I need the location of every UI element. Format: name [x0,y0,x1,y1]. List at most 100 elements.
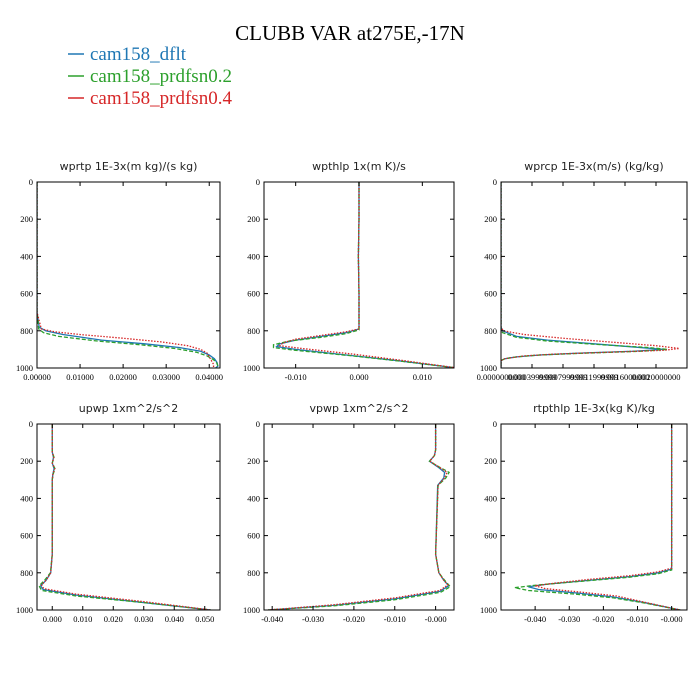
panel-title: wpthlp 1x(m K)/s [312,160,406,173]
x-tick-label: 0.050 [195,614,214,624]
x-tick-label: 0.02000 [109,372,137,382]
legend-entry-dflt: cam158_dflt [68,44,187,65]
y-tick-label: 0 [256,177,260,187]
y-tick-label: 600 [247,531,260,541]
x-tick-label: 0.0011999999 [570,372,619,382]
y-tick-label: 200 [484,456,497,466]
panel-series [38,424,211,610]
x-tick-label: 0.010 [413,372,432,382]
series-line-2 [272,182,454,368]
panel-title: wprtp 1E-3x(m kg)/(s kg) [60,160,198,173]
panel-series [501,182,680,368]
x-tick-label: 0.030 [134,614,153,624]
x-tick-label: 0.04000 [195,372,223,382]
x-tick-label: 0.0000000000 [477,372,526,382]
panel-title: vpwp 1xm^2/s^2 [309,402,408,415]
panel-title: upwp 1xm^2/s^2 [79,402,179,415]
series-line-3 [278,182,454,368]
y-tick-label: 800 [247,326,260,336]
legend-entry-prdfsn04: cam158_prdfsn0.4 [68,88,232,109]
panel-1: wprtp 1E-3x(m kg)/(s kg) 0 200 400 600 800 100… [16,160,223,382]
y-tick-label: 200 [484,214,497,224]
x-tick-label: -0.020 [343,614,365,624]
y-tick-label: 600 [484,531,497,541]
panel-frame [263,423,455,611]
y-tick-label: 200 [20,456,33,466]
y-tick-label: 1000 [480,605,497,615]
y-tick-label: 600 [20,531,33,541]
x-tick-label: -0.040 [524,614,546,624]
series-line-2 [38,424,211,610]
panel-4: upwp 1xm^2/s^2 0 200 400 600 800 1000 0.000 0.01… [16,402,221,624]
y-tick-label: 400 [247,251,260,261]
y-tick-label: 200 [20,214,33,224]
series-line-3 [534,424,681,610]
y-tick-label: 0 [493,419,497,429]
panel-title: wprcp 1E-3x(m/s) (kg/kg) [524,160,663,173]
panel-frame [500,423,688,611]
x-tick-label: 0.000 [349,372,368,382]
x-tick-label: -0.020 [592,614,614,624]
y-tick-label: 800 [20,326,33,336]
panel-2: wpthlp 1x(m K)/s 0 200 400 600 800 1000 -0.010 0… [243,160,455,382]
x-tick-label: -0.030 [558,614,580,624]
legend-label-prdfsn02: cam158_prdfsn0.2 [90,66,232,87]
x-tick-label: 0.020 [104,614,123,624]
x-tick-label: 0.0007999999 [539,372,588,382]
series-line-3 [37,182,215,368]
series-line-2 [514,424,681,610]
y-tick-label: 1000 [16,363,33,373]
x-tick-label: 0.00000 [23,372,51,382]
y-tick-label: 800 [247,568,260,578]
y-tick-label: 1000 [16,605,33,615]
series-line-2 [37,182,219,368]
y-tick-label: 400 [20,493,33,503]
x-tick-label: -0.000 [425,614,447,624]
y-tick-label: 1000 [243,605,260,615]
y-tick-label: 0 [29,419,33,429]
x-tick-label: -0.040 [261,614,283,624]
x-tick-label: 0.010 [73,614,92,624]
series-line-1 [528,424,681,610]
y-tick-label: 800 [484,568,497,578]
x-tick-label: 0.0020000000 [632,372,681,382]
x-tick-label: -0.010 [285,372,307,382]
panel-frame [36,423,221,611]
panel-series [272,182,454,368]
y-tick-label: 400 [247,493,260,503]
y-tick-label: 800 [20,568,33,578]
y-tick-label: 1000 [243,363,260,373]
x-tick-label: 0.0003999999 [508,372,557,382]
y-tick-label: 600 [247,289,260,299]
y-tick-label: 0 [256,419,260,429]
panel-series [37,182,219,368]
series-line-1 [275,182,454,368]
legend: cam158_dflt cam158_prdfsn0.2 cam158_prdf… [68,44,232,109]
y-tick-label: 800 [484,326,497,336]
panel-3: wprcp 1E-3x(m/s) (kg/kg) 0 200 400 600 800 100… [477,160,688,382]
x-tick-label: 0.03000 [152,372,180,382]
series-line-3 [501,182,680,368]
y-tick-label: 200 [247,456,260,466]
panel-series [268,424,452,610]
y-tick-label: 0 [29,177,33,187]
series-line-2 [268,424,452,610]
y-tick-label: 200 [247,214,260,224]
legend-label-dflt: cam158_dflt [90,44,187,65]
panel-frame [36,181,221,369]
series-line-1 [268,424,450,610]
x-tick-label: -0.000 [661,614,683,624]
x-tick-label: 0.0016000000 [601,372,650,382]
series-line-1 [37,182,219,368]
series-line-3 [40,424,211,610]
panel-6: rtpthlp 1E-3x(kg K)/kg 0 200 400 600 800 1000 -… [480,402,688,624]
y-tick-label: 600 [484,289,497,299]
y-tick-label: 400 [484,493,497,503]
series-line-2 [501,182,668,368]
y-tick-label: 400 [484,251,497,261]
panel-5: vpwp 1xm^2/s^2 0 200 400 600 800 1000-0.040 -0.… [243,402,455,624]
y-tick-label: 400 [20,251,33,261]
x-tick-label: 0.040 [165,614,184,624]
panel-title: rtpthlp 1E-3x(kg K)/kg [533,402,655,415]
